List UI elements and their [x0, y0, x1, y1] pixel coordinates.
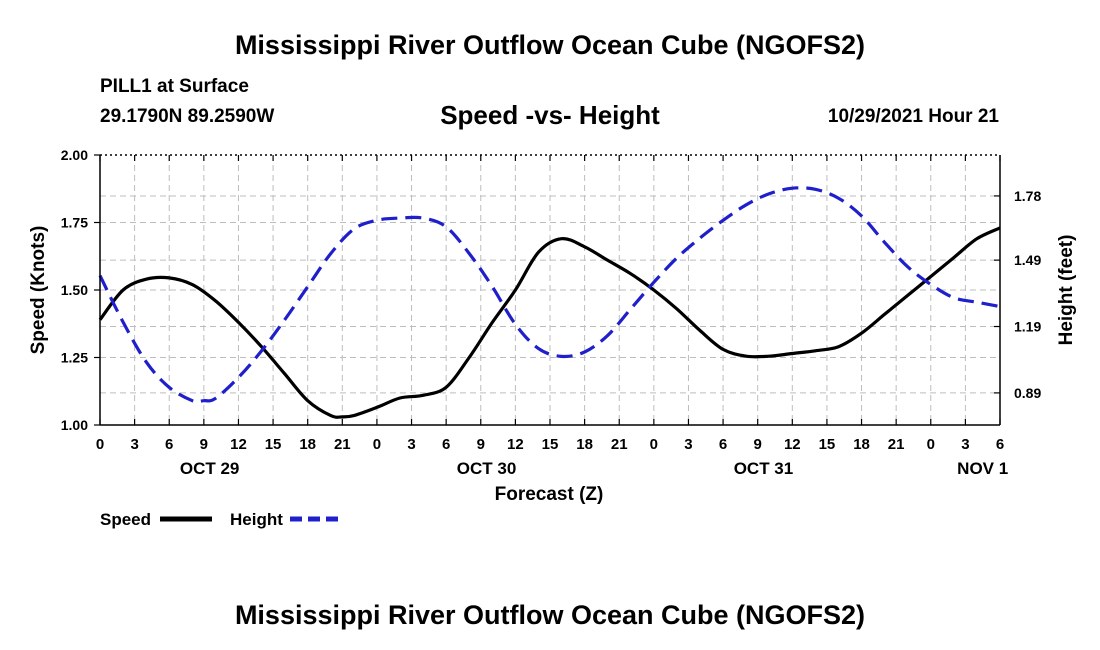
y2-tick-label-2: 1.49 — [1014, 252, 1041, 268]
y-tick-label-4: 2.00 — [61, 147, 88, 163]
x-tick-label-2: 6 — [165, 436, 173, 453]
x-tick-label-18: 6 — [719, 436, 727, 453]
day-label-0: OCT 29 — [180, 459, 240, 478]
x-tick-label-12: 12 — [507, 436, 524, 453]
x-tick-label-10: 6 — [442, 436, 450, 453]
x-tick-label-24: 0 — [927, 436, 935, 453]
series-height-line — [98, 186, 1001, 404]
station-label: PILL1 at Surface — [100, 76, 249, 97]
series-layer — [98, 186, 1001, 419]
grid-layer — [100, 155, 1000, 425]
y-tick-label-0: 1.00 — [61, 417, 88, 433]
day-label-1: OCT 30 — [457, 459, 517, 478]
legend-height-label: Height — [230, 510, 283, 529]
day-label-2: OCT 31 — [734, 459, 794, 478]
x-tick-label-17: 3 — [684, 436, 692, 453]
y2-tick-label-1: 1.19 — [1014, 319, 1041, 335]
x-tick-label-13: 15 — [542, 436, 559, 453]
legend: Speed Height — [100, 510, 342, 529]
x-tick-label-8: 0 — [373, 436, 381, 453]
y-tick-label-1: 1.25 — [61, 350, 88, 366]
y2-tick-label-3: 1.78 — [1014, 188, 1041, 204]
x-tick-label-0: 0 — [96, 436, 104, 453]
x-tick-label-3: 9 — [200, 436, 208, 453]
chart-title: Mississippi River Outflow Ocean Cube (NG… — [234, 30, 866, 60]
x-tick-label-21: 15 — [819, 436, 836, 453]
x-tick-label-1: 3 — [130, 436, 138, 453]
legend-speed-label: Speed — [100, 510, 151, 529]
x-tick-label-4: 12 — [230, 436, 247, 453]
x-tick-label-5: 15 — [265, 436, 282, 453]
x-tick-label-19: 9 — [754, 436, 762, 453]
x-tick-label-6: 18 — [299, 436, 316, 453]
x-tick-label-16: 0 — [650, 436, 658, 453]
x-tick-label-22: 18 — [853, 436, 870, 453]
y-axis-left-label: Speed (Knots) — [28, 226, 49, 355]
x-tick-label-25: 3 — [961, 436, 969, 453]
x-tick-label-23: 21 — [888, 436, 905, 453]
forecast-datetime: 10/29/2021 Hour 21 — [827, 106, 999, 127]
x-tick-label-26: 6 — [996, 436, 1004, 453]
y-tick-label-3: 1.75 — [61, 215, 88, 231]
footer-title: Mississippi River Outflow Ocean Cube (NG… — [234, 600, 866, 630]
y-tick-label-2: 1.50 — [61, 282, 88, 298]
x-tick-label-14: 18 — [576, 436, 593, 453]
y-axis-right-label: Height (feet) — [1056, 235, 1077, 346]
x-tick-label-9: 3 — [407, 436, 415, 453]
x-tick-label-11: 9 — [477, 436, 485, 453]
x-tick-label-7: 21 — [334, 436, 351, 453]
y2-tick-label-0: 0.89 — [1014, 385, 1041, 401]
x-tick-label-15: 21 — [611, 436, 628, 453]
axis-layer — [94, 154, 1001, 426]
x-axis-label: Forecast (Z) — [495, 484, 604, 505]
series-speed-line — [98, 226, 1001, 419]
x-tick-label-20: 12 — [784, 436, 801, 453]
chart-subtitle: Speed -vs- Height — [440, 100, 660, 130]
tick-label-layer: 0 3 6 9 12 15 18 21 0 3 6 9 12 15 18 21 0 3 6 9 12 15 18 21 0 3 6O… — [61, 147, 1042, 478]
station-coords: 29.1790N 89.2590W — [100, 106, 275, 127]
day-label-3: NOV 1 — [957, 459, 1008, 478]
